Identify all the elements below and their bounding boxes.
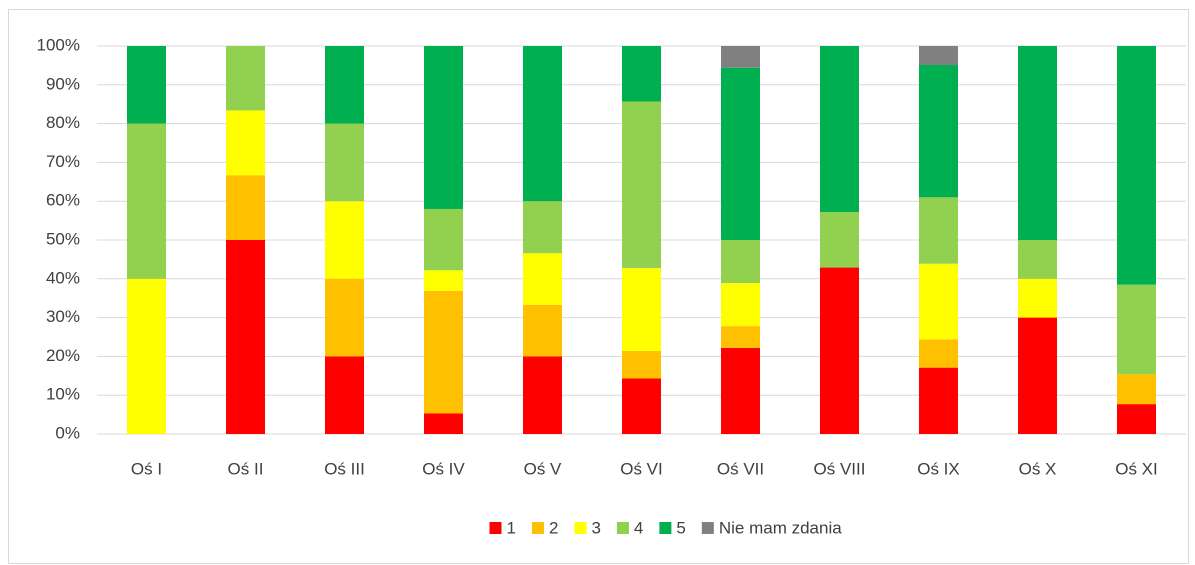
y-tick-label: 90% — [46, 74, 80, 93]
y-tick-label: 10% — [46, 385, 80, 404]
bar-segment — [424, 290, 463, 414]
bar-segment — [424, 46, 463, 209]
bar-segment — [523, 356, 562, 434]
bar-segment — [226, 110, 265, 176]
legend-swatch — [701, 522, 714, 534]
bar-segment — [622, 46, 661, 102]
y-tick-label: 20% — [46, 346, 80, 365]
bar-segment — [919, 367, 958, 434]
bar-segment — [919, 339, 958, 368]
y-tick-label: 80% — [46, 113, 80, 132]
legend-label: 1 — [507, 518, 516, 537]
x-tick-label: Oś VII — [717, 459, 764, 478]
legend-swatch — [574, 522, 587, 534]
bar-segment — [820, 267, 859, 434]
legend-label: Nie mam zdania — [719, 518, 842, 537]
bar-segment — [523, 253, 562, 305]
y-tick-label: 50% — [46, 229, 80, 248]
y-tick-label: 40% — [46, 268, 80, 287]
x-tick-label: Oś IX — [917, 459, 960, 478]
bar-segment — [1018, 240, 1057, 279]
legend-label: 4 — [634, 518, 643, 537]
bar-segment — [919, 197, 958, 264]
bar-segment — [325, 123, 364, 202]
bar-segment — [226, 175, 265, 240]
x-tick-label: Oś VIII — [814, 459, 866, 478]
bar-segment — [127, 123, 166, 279]
bar-segment — [523, 201, 562, 254]
bar-segment — [919, 263, 958, 340]
bar-segment — [622, 350, 661, 379]
bar-segment — [523, 304, 562, 357]
bar-segment — [424, 270, 463, 291]
y-tick-label: 60% — [46, 191, 80, 210]
bar-segment — [721, 240, 760, 284]
bar-segment — [127, 278, 166, 434]
bar-segment — [325, 201, 364, 279]
bar-segment — [721, 46, 760, 68]
x-tick-label: Oś IV — [422, 459, 465, 478]
bar-segment — [325, 278, 364, 357]
bar-segment — [721, 67, 760, 240]
bar-segment — [721, 326, 760, 348]
bar-segment — [919, 46, 958, 66]
bar-segment — [424, 208, 463, 271]
bar-segment — [1117, 374, 1156, 405]
bar-segment — [1018, 317, 1057, 434]
x-tick-label: Oś XI — [1115, 459, 1158, 478]
x-tick-label: Oś I — [131, 459, 162, 478]
x-tick-label: Oś X — [1019, 459, 1057, 478]
legend-label: 2 — [549, 518, 558, 537]
bar-segment — [523, 46, 562, 202]
y-tick-label: 100% — [37, 35, 80, 54]
y-tick-label: 30% — [46, 307, 80, 326]
bar-segment — [919, 65, 958, 198]
bar-segment — [127, 46, 166, 124]
x-tick-label: Oś III — [324, 459, 365, 478]
legend-swatch — [531, 522, 544, 534]
legend-swatch — [659, 522, 672, 534]
bar-segment — [325, 46, 364, 124]
bar-segment — [1117, 284, 1156, 375]
legend-label: 5 — [676, 518, 685, 537]
bar-segment — [622, 101, 661, 268]
bar-segment — [622, 267, 661, 351]
bar-segment — [820, 46, 859, 213]
x-tick-label: Oś VI — [620, 459, 663, 478]
y-tick-label: 70% — [46, 152, 80, 171]
bar-segment — [1018, 278, 1057, 318]
y-tick-label: 0% — [55, 423, 80, 442]
x-tick-label: Oś II — [228, 459, 264, 478]
bar-segment — [1018, 46, 1057, 240]
bar-segment — [226, 240, 265, 434]
bar-segment — [325, 356, 364, 434]
legend-swatch — [489, 522, 502, 534]
legend-swatch — [616, 522, 629, 534]
chart-border — [8, 9, 1189, 564]
bar-segment — [721, 283, 760, 327]
bar-segment — [1117, 404, 1156, 434]
bar-segment — [820, 212, 859, 268]
bar-segment — [721, 347, 760, 434]
bar-segment — [622, 378, 661, 434]
bar-segment — [1117, 46, 1156, 285]
x-tick-label: Oś V — [524, 459, 562, 478]
bar-segment — [424, 413, 463, 434]
bar-segment — [226, 46, 265, 111]
legend-label: 3 — [591, 518, 600, 537]
